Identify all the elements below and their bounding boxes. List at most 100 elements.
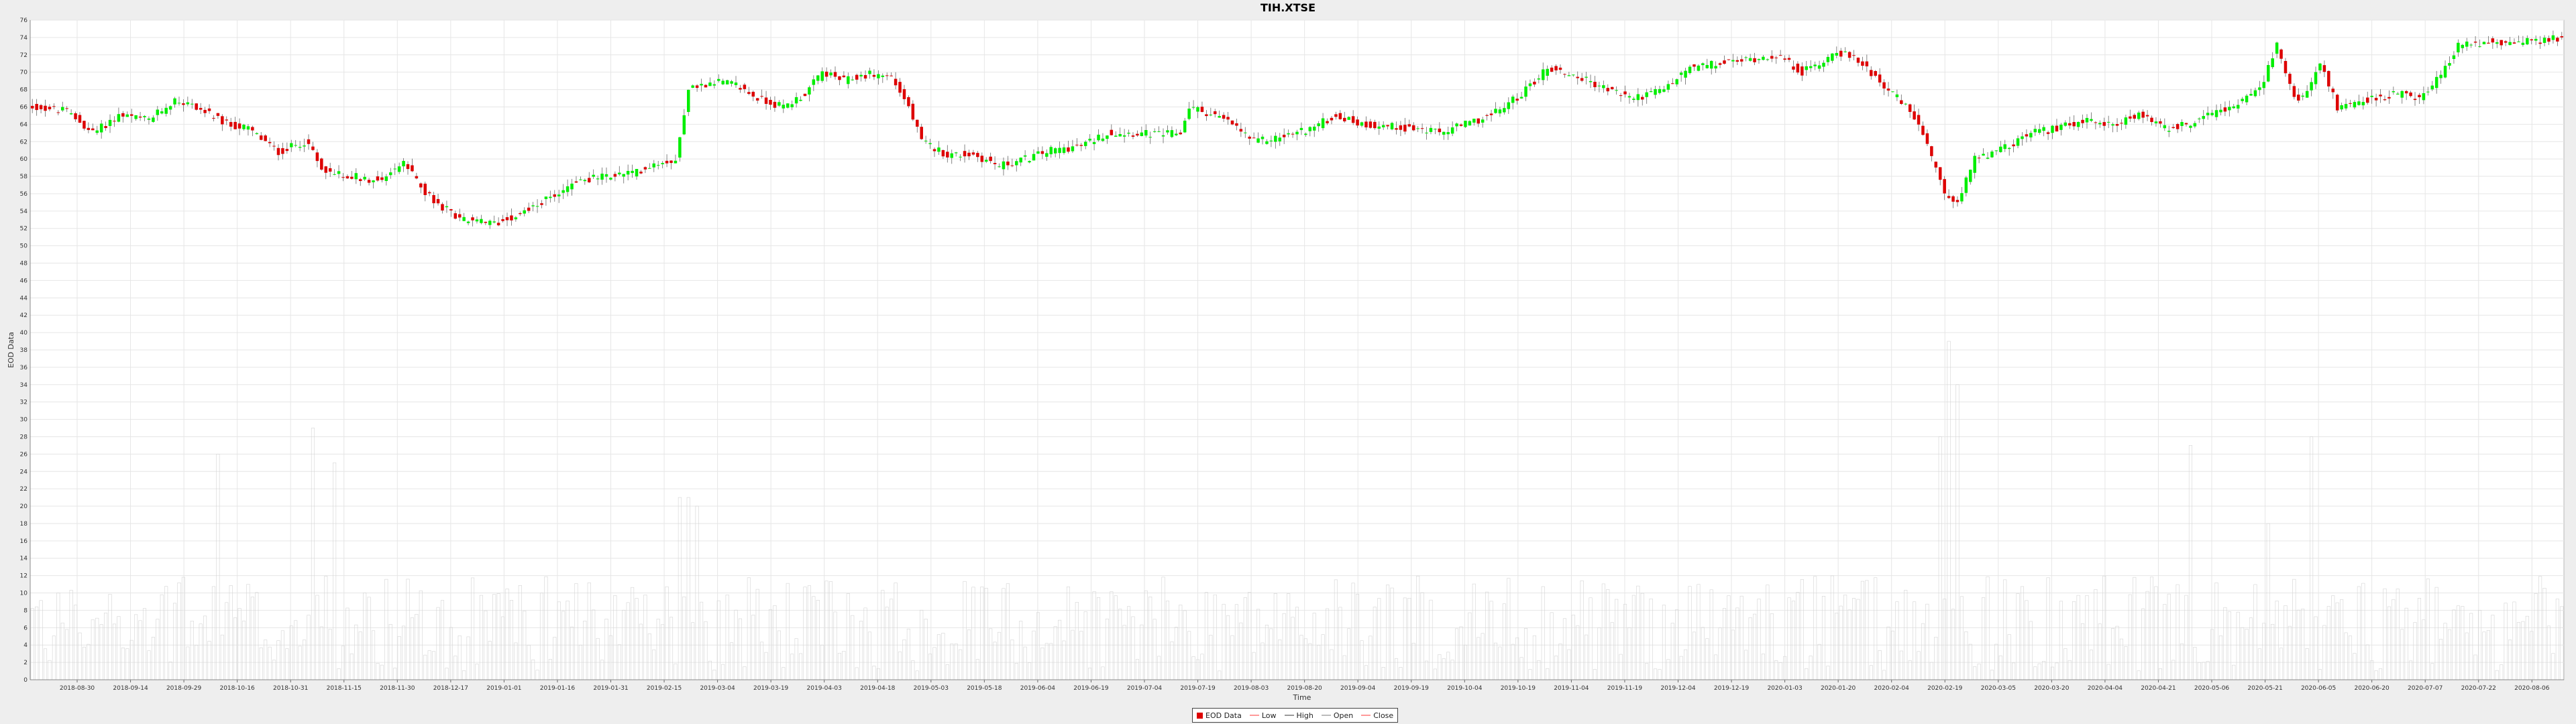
candle-body xyxy=(285,149,289,152)
candle-body xyxy=(350,176,354,179)
x-tick-label: 2019-09-19 xyxy=(1394,685,1430,692)
candle-body xyxy=(2400,90,2404,98)
candle-body xyxy=(2365,97,2369,103)
candle-body xyxy=(695,85,699,88)
candle-body xyxy=(311,146,315,150)
candle-body xyxy=(2180,122,2184,126)
candle-body xyxy=(1317,123,1320,127)
candle-body xyxy=(1822,62,1825,67)
candle-body xyxy=(2560,36,2564,38)
candle-body xyxy=(2223,107,2227,112)
x-tick-label: 2020-05-06 xyxy=(2194,685,2230,692)
candle-body xyxy=(2163,125,2167,129)
legend-item: Open xyxy=(1321,711,1353,720)
candle-body xyxy=(1886,88,1890,91)
y-tick-label: 68 xyxy=(20,87,28,94)
legend-label: Low xyxy=(1261,711,1277,720)
x-tick-label: 2019-01-16 xyxy=(540,685,576,692)
candle-body xyxy=(1088,138,1091,141)
x-tick-label: 2019-03-19 xyxy=(753,685,789,692)
candle-body xyxy=(859,74,863,77)
candle-body xyxy=(1783,58,1786,60)
y-tick-label: 10 xyxy=(20,591,28,597)
y-tick-label: 32 xyxy=(20,400,28,406)
candle-body xyxy=(618,172,621,175)
candle-body xyxy=(751,91,755,97)
candle-body xyxy=(1326,121,1329,123)
x-tick-label: 2019-12-04 xyxy=(1660,685,1696,692)
candle-body xyxy=(989,156,992,162)
candle-body xyxy=(769,100,772,105)
candle-body xyxy=(2219,109,2222,113)
candle-body xyxy=(484,221,488,223)
candle-body xyxy=(2076,121,2080,127)
candle-body xyxy=(1735,60,1739,62)
candle-body xyxy=(1407,124,1411,127)
candle-body xyxy=(182,103,185,105)
candle-body xyxy=(1999,146,2002,152)
candle-body xyxy=(984,160,988,162)
candle-body xyxy=(1205,114,1208,117)
candle-body xyxy=(2171,127,2175,129)
candle-body xyxy=(2284,60,2288,74)
x-tick-label: 2018-08-30 xyxy=(60,685,95,692)
candle-body xyxy=(1136,133,1139,136)
x-tick-label: 2018-09-14 xyxy=(113,685,148,692)
x-tick-label: 2020-04-04 xyxy=(2088,685,2123,692)
candle-body xyxy=(1576,76,1579,78)
candle-body xyxy=(1744,57,1748,58)
candle-body xyxy=(1623,91,1627,95)
candle-body xyxy=(777,102,781,106)
candle-body xyxy=(1524,86,1527,97)
candle-body xyxy=(829,72,833,76)
candle-body xyxy=(2409,93,2412,97)
candle-body xyxy=(1982,154,1985,156)
candle-body xyxy=(2318,63,2322,70)
candle-body xyxy=(2245,95,2249,103)
candle-body xyxy=(2072,122,2076,127)
candle-body xyxy=(2003,144,2006,149)
candle-body xyxy=(1593,82,1597,88)
candle-body xyxy=(2504,41,2508,43)
candle-body xyxy=(1610,86,1614,90)
candle-body xyxy=(1874,71,1877,76)
x-tick-label: 2019-06-19 xyxy=(1073,685,1109,692)
candle-body xyxy=(2025,134,2029,137)
candle-body xyxy=(104,126,107,129)
candle-body xyxy=(1697,65,1701,71)
candle-body xyxy=(1762,56,1765,60)
candle-body xyxy=(1515,99,1519,101)
candle-body xyxy=(492,221,496,223)
candle-body xyxy=(2542,38,2546,43)
candle-body xyxy=(259,135,263,140)
candle-body xyxy=(1528,83,1532,86)
x-axis-title: Time xyxy=(1293,693,1311,702)
legend: EOD Data Low High Open Close xyxy=(1192,708,1399,723)
candle-body xyxy=(1381,125,1385,127)
y-tick-label: 40 xyxy=(20,330,28,337)
candle-body xyxy=(652,163,656,168)
candle-body xyxy=(129,114,133,116)
candle-body xyxy=(1019,158,1022,163)
candle-body xyxy=(307,139,311,144)
y-tick-label: 42 xyxy=(20,312,28,319)
candle-body xyxy=(2478,46,2481,48)
x-tick-label: 2019-02-15 xyxy=(647,685,682,692)
candle-body xyxy=(1947,196,1951,198)
candle-body xyxy=(682,115,686,135)
x-tick-label: 2018-12-17 xyxy=(433,685,468,692)
y-tick-label: 72 xyxy=(20,52,28,59)
candle-body xyxy=(2249,94,2253,96)
candle-body xyxy=(553,194,557,197)
candle-body xyxy=(1801,66,1804,76)
candle-body xyxy=(2202,116,2205,119)
y-tick-label: 8 xyxy=(23,607,28,614)
x-tick-label: 2019-08-20 xyxy=(1287,685,1322,692)
candle-body xyxy=(1265,141,1269,144)
candle-body xyxy=(2379,95,2382,97)
x-tick-label: 2019-07-19 xyxy=(1180,685,1216,692)
candle-layer xyxy=(30,30,2564,229)
candle-body xyxy=(2461,44,2465,48)
x-tick-label: 2020-08-06 xyxy=(2514,685,2550,692)
candle-body xyxy=(1157,131,1161,132)
